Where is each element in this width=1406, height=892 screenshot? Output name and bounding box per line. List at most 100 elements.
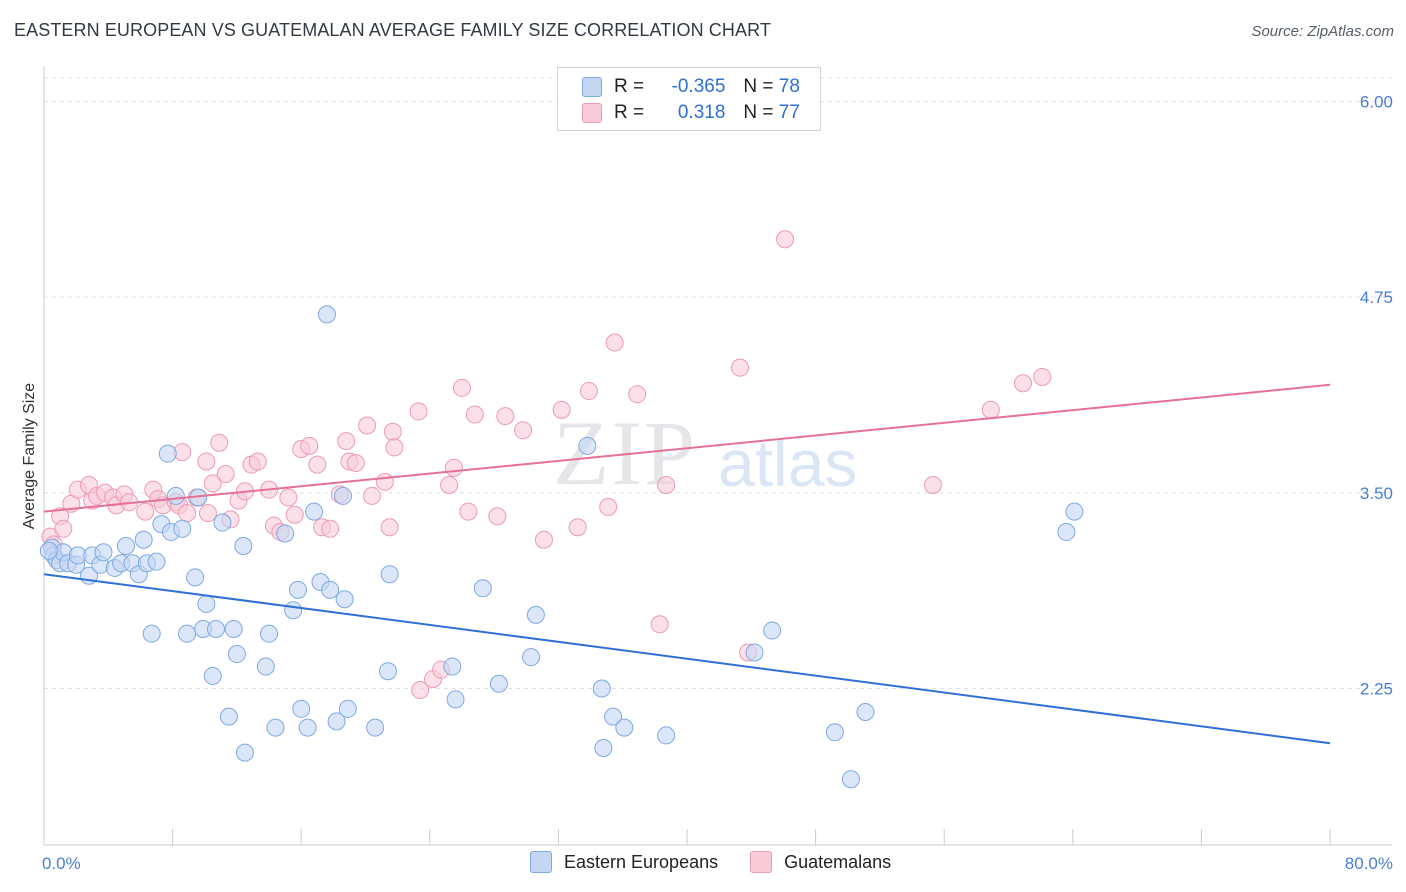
guatemalan-point	[198, 504, 217, 523]
eastern-european-point	[321, 580, 340, 599]
eastern-european-point	[260, 624, 279, 643]
y-axis-title: Average Family Size	[21, 383, 38, 530]
eastern-european-point	[443, 657, 462, 676]
guatemalan-point	[54, 519, 73, 538]
guatemalan-point	[776, 230, 795, 249]
x-tick-label-min: 0.0%	[42, 854, 81, 873]
eastern-european-point	[235, 743, 254, 762]
eastern-european-point	[173, 519, 192, 538]
legend-r-value: 0.318	[677, 102, 726, 123]
legend-row-guatemalans: R = 0.318 N = 77	[582, 101, 800, 125]
series-legend-guatemalans: Guatemalans	[750, 851, 891, 873]
grid-lines	[44, 77, 1392, 689]
eastern-european-point	[657, 726, 676, 745]
eastern-european-point	[335, 590, 354, 609]
legend-r-label: R =	[614, 76, 645, 97]
series-legend-eastern-europeans: Eastern Europeans	[530, 851, 718, 873]
guatemalan-point	[321, 519, 340, 538]
eastern-european-point	[856, 702, 875, 721]
guatemalan-point	[380, 518, 399, 537]
guatemalan-point	[923, 475, 942, 494]
guatemalan-point	[411, 681, 430, 700]
guatemalan-point	[279, 488, 298, 507]
legend-swatch-pink	[582, 103, 602, 123]
guatemalans-trend-line	[43, 383, 1331, 513]
guatemalan-point	[197, 452, 216, 471]
eastern-european-point	[380, 565, 399, 584]
eastern-europeans-points	[39, 305, 1084, 789]
guatemalan-point	[452, 378, 471, 397]
eastern-european-point	[327, 712, 346, 731]
stats-legend: R = -0.365 N = 78 R = 0.318 N = 77	[557, 67, 821, 131]
eastern-european-point	[745, 643, 764, 662]
legend-n-label: N =	[743, 102, 774, 123]
legend-n-label: N =	[743, 76, 774, 97]
eastern-european-point	[288, 580, 307, 599]
guatemalan-point	[362, 486, 381, 505]
eastern-europeans-trend-line	[43, 573, 1331, 745]
eastern-european-point	[178, 624, 197, 643]
eastern-european-point	[147, 552, 166, 571]
eastern-european-point	[266, 718, 285, 737]
eastern-european-point	[197, 594, 216, 613]
source-label: Source: ZipAtlas.com	[1251, 23, 1394, 40]
guatemalan-point	[358, 416, 377, 435]
trend-lines	[43, 383, 1331, 745]
guatemalan-point	[346, 454, 365, 473]
guatemalan-point	[440, 475, 459, 494]
guatemalan-point	[534, 530, 553, 549]
eastern-european-point	[317, 305, 336, 324]
guatemalan-point	[203, 474, 222, 493]
eastern-european-point	[39, 541, 58, 560]
eastern-european-point	[473, 579, 492, 598]
eastern-european-point	[841, 770, 860, 789]
eastern-european-point	[578, 436, 597, 455]
guatemalan-point	[1033, 367, 1052, 386]
eastern-european-point	[604, 707, 623, 726]
y-tick-labels: 2.25 3.50 4.75 6.00	[1360, 92, 1393, 698]
eastern-european-point	[207, 619, 226, 638]
guatemalan-point	[1013, 374, 1032, 393]
guatemalan-point	[568, 518, 587, 537]
eastern-european-point	[592, 679, 611, 698]
series-label-guatemalans: Guatemalans	[784, 851, 892, 872]
guatemalan-point	[465, 405, 484, 424]
series-label-eastern-europeans: Eastern Europeans	[564, 851, 719, 872]
eastern-european-point	[276, 524, 295, 543]
guatemalan-point	[657, 475, 676, 494]
eastern-european-point	[366, 718, 385, 737]
legend-n-value: 78	[778, 76, 800, 97]
eastern-european-point	[234, 537, 253, 556]
eastern-european-point	[166, 486, 185, 505]
guatemalan-point	[628, 385, 647, 404]
chart-title: EASTERN EUROPEAN VS GUATEMALAN AVERAGE F…	[14, 20, 771, 40]
x-tick-label-max: 80.0%	[1345, 854, 1393, 873]
guatemalan-point	[981, 400, 1000, 419]
guatemalan-point	[210, 433, 229, 452]
eastern-european-point	[333, 486, 352, 505]
eastern-european-point	[1065, 502, 1084, 521]
guatemalan-point	[459, 502, 478, 521]
guatemalan-point	[650, 615, 669, 634]
guatemalan-point	[383, 422, 402, 441]
guatemalan-point	[496, 407, 515, 426]
guatemalan-point	[488, 507, 507, 526]
guatemalan-point	[552, 400, 571, 419]
legend-r-value: -0.365	[671, 76, 726, 97]
guatemalan-point	[216, 465, 235, 484]
eastern-european-point	[186, 568, 205, 587]
eastern-european-point	[298, 718, 317, 737]
eastern-european-point	[446, 690, 465, 709]
eastern-european-point	[1057, 522, 1076, 541]
series-swatch-blue	[530, 851, 552, 873]
axes	[43, 66, 1392, 846]
guatemalan-point	[385, 438, 404, 457]
guatemalan-point	[337, 432, 356, 451]
legend-swatch-blue	[582, 77, 602, 97]
series-swatch-pink	[750, 851, 773, 873]
eastern-european-point	[489, 674, 508, 693]
eastern-european-point	[522, 648, 541, 667]
guatemalan-point	[731, 358, 750, 377]
eastern-european-point	[224, 619, 243, 638]
